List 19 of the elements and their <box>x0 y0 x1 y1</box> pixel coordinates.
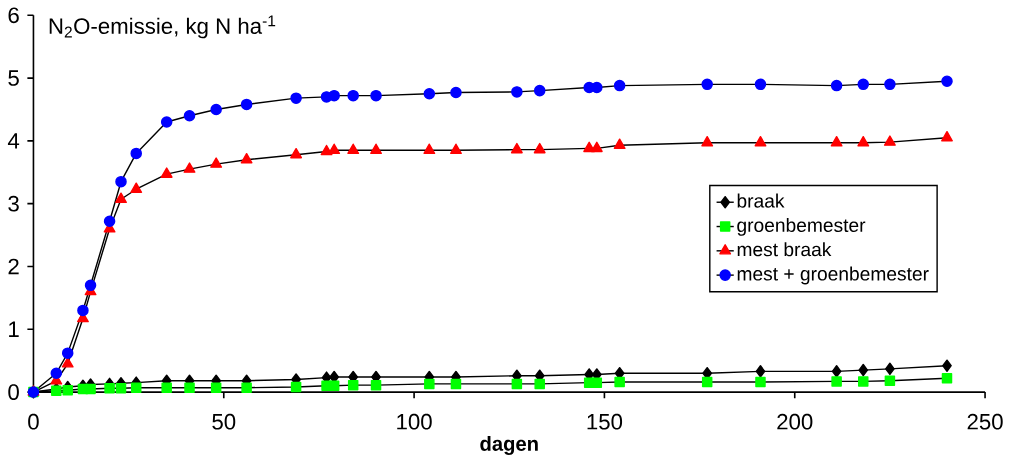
y-tick-label: 2 <box>8 258 19 275</box>
x-tick-label: 100 <box>397 413 432 430</box>
y-axis-title: N$_{2}$O-emissie, kg N ha$^{-1}$ <box>49 15 276 39</box>
y-tick-label: 4 <box>7 133 20 149</box>
x-tick-label: 50 <box>212 413 236 430</box>
y-tick-label: 0 <box>8 384 19 400</box>
x-tick-label: 0 <box>28 413 39 430</box>
y-tick-label: 3 <box>8 195 19 212</box>
y-tick-label: 5 <box>8 70 19 86</box>
x-axis-title: dagen <box>480 435 538 455</box>
y-tick-label: 6 <box>8 7 19 23</box>
y-tick-label: 1 <box>9 321 19 337</box>
legend-label: mest + groenbemester <box>737 266 929 285</box>
x-tick-label: 200 <box>777 413 813 430</box>
legend-label: mest braak <box>737 242 832 257</box>
legend-label: groenbemester <box>737 217 866 236</box>
x-tick-label: 250 <box>967 413 1003 430</box>
x-tick-label: 150 <box>587 413 623 430</box>
legend-label: braak <box>737 193 785 208</box>
